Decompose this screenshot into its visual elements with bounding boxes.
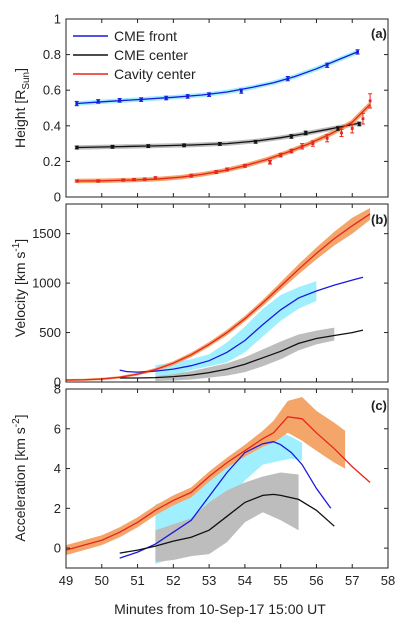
- xlabel: Minutes from 10-Sep-17 15:00 UT: [114, 601, 326, 617]
- panel-a-cavity-point: [368, 93, 373, 109]
- panel-a-front-point: [355, 49, 360, 55]
- panel-a-cavity-point: [242, 163, 247, 168]
- panel-a-cavity-point: [278, 152, 283, 158]
- legend-label-cme-front: CME front: [114, 28, 177, 44]
- panel-a-ytick-label: 0.6: [43, 83, 61, 98]
- panel-c-ytick-label: 0: [54, 541, 61, 556]
- ylabel-height: Height [RSun]: [12, 68, 32, 148]
- panel-a-cavity-point: [121, 178, 126, 182]
- panel-a-cavity-point: [360, 112, 365, 125]
- panel-a-front-point: [74, 100, 79, 107]
- panel-a-front-point: [164, 95, 169, 101]
- xtick-label: 58: [381, 573, 395, 588]
- panel-c-ytick-label: 8: [54, 382, 61, 397]
- panel-a-front-point: [325, 62, 330, 68]
- panel-a-cavity-point: [310, 140, 315, 147]
- panel-a-center-point: [217, 142, 222, 146]
- panel-a-front-point: [96, 99, 101, 104]
- panel-a-cavity-point: [267, 160, 272, 165]
- panel-b-front-band: [155, 281, 317, 378]
- panel-a-center-point: [335, 126, 340, 131]
- xtick-label: 51: [130, 573, 144, 588]
- panel-a-center-point: [110, 144, 115, 149]
- panel-a-center-line: [76, 122, 360, 149]
- panel-a-front-line: [76, 51, 358, 105]
- legend-label-cme-center: CME center: [114, 47, 188, 63]
- panel-a-front-point: [285, 75, 290, 82]
- panel-a-cavity-point: [131, 177, 136, 182]
- panel-a-center-point: [357, 121, 362, 127]
- panel-a-cavity-point: [74, 179, 79, 183]
- panel-b-ytick-label: 1000: [32, 276, 61, 291]
- data-points: [74, 49, 373, 183]
- panel-a-center-point: [74, 145, 79, 150]
- panel-c-ytick-label: 4: [54, 461, 61, 476]
- panel-a-center-point: [146, 144, 151, 149]
- panel-c-cavity-band: [66, 397, 346, 556]
- panel-a-ytick-label: 0.2: [43, 154, 61, 169]
- panel-a-front-point: [239, 88, 244, 94]
- xtick-label: 49: [59, 573, 73, 588]
- panel-a-center-point: [253, 139, 258, 144]
- panel-a-ytick-label: 0.4: [43, 118, 61, 133]
- panel-c-front-line: [119, 441, 332, 559]
- panel-a-ytick-label: 0: [54, 190, 61, 205]
- panel-label-c: (c): [371, 398, 387, 413]
- xtick-label: 54: [238, 573, 252, 588]
- panel-b-ytick-label: 500: [39, 325, 61, 340]
- panel-a-center-point: [289, 134, 294, 139]
- panel-a-cavity-point: [96, 179, 101, 183]
- panel-a-front-point: [185, 94, 190, 99]
- xtick-label: 56: [309, 573, 323, 588]
- panel-label-a: (a): [371, 26, 387, 41]
- legend-label-cavity-center: Cavity center: [114, 66, 196, 82]
- panel-a-cavity-point: [289, 148, 294, 154]
- panel-c-ytick-label: 6: [54, 421, 61, 436]
- xtick-label: 55: [273, 573, 287, 588]
- panel-c-ytick-label: 2: [54, 501, 61, 516]
- xtick-label: 50: [95, 573, 109, 588]
- panel-a-cavity-point: [325, 134, 330, 143]
- panel-c-cavity-line: [65, 416, 371, 551]
- panel-a-cavity-point: [153, 176, 158, 180]
- panel-b-axes-box: [65, 203, 389, 383]
- ylabel-velocity: Velocity [km s-1]: [11, 239, 28, 337]
- panel-b-center-band: [155, 327, 335, 381]
- panel-a-cavity-point: [300, 143, 305, 150]
- panel-a-cavity-point: [225, 167, 229, 172]
- xtick-label: 52: [166, 573, 180, 588]
- xtick-label: 53: [202, 573, 216, 588]
- panel-b-center-line: [119, 329, 364, 379]
- panel-a-front-point: [117, 98, 122, 103]
- ylabel-acceleration: Acceleration [km s-2]: [11, 414, 28, 541]
- panel-a-cavity-point: [189, 173, 194, 178]
- panel-a-cavity-point: [350, 123, 355, 134]
- panel-a-ytick-label: 1: [54, 12, 61, 27]
- panel-b-ytick-label: 1500: [32, 226, 61, 241]
- panel-a-cavity-point: [339, 128, 344, 137]
- panel-a-front-point: [207, 92, 212, 97]
- panel-c-center-line: [119, 493, 335, 554]
- panel-b-cavity-line: [65, 213, 371, 381]
- xtick-label: 57: [345, 573, 359, 588]
- panel-a-center-point: [182, 143, 187, 148]
- panel-a-cavity-point: [214, 170, 219, 175]
- panel-c-axes-box: [65, 388, 389, 569]
- panel-label-b: (b): [371, 212, 388, 227]
- panel-a-center-point: [303, 130, 308, 136]
- panel-b-front-line: [119, 276, 364, 373]
- uncertainty-bands: [66, 49, 372, 564]
- panel-a-front-point: [139, 97, 144, 102]
- panel-a-ytick-label: 0.8: [43, 47, 61, 62]
- axes: [65, 18, 389, 569]
- panel-a-cavity-point: [142, 177, 147, 181]
- series-lines: [65, 51, 371, 559]
- legend: CME front CME center Cavity center: [73, 28, 196, 82]
- panel-a-axes-box: [65, 18, 389, 198]
- axis-text: 0 0.2 0.4 0.6 0.8 1 0 500 1000 1500 49 50 51 52 53 54 55…: [32, 12, 395, 589]
- panel-b-ytick-label: 0: [54, 375, 61, 390]
